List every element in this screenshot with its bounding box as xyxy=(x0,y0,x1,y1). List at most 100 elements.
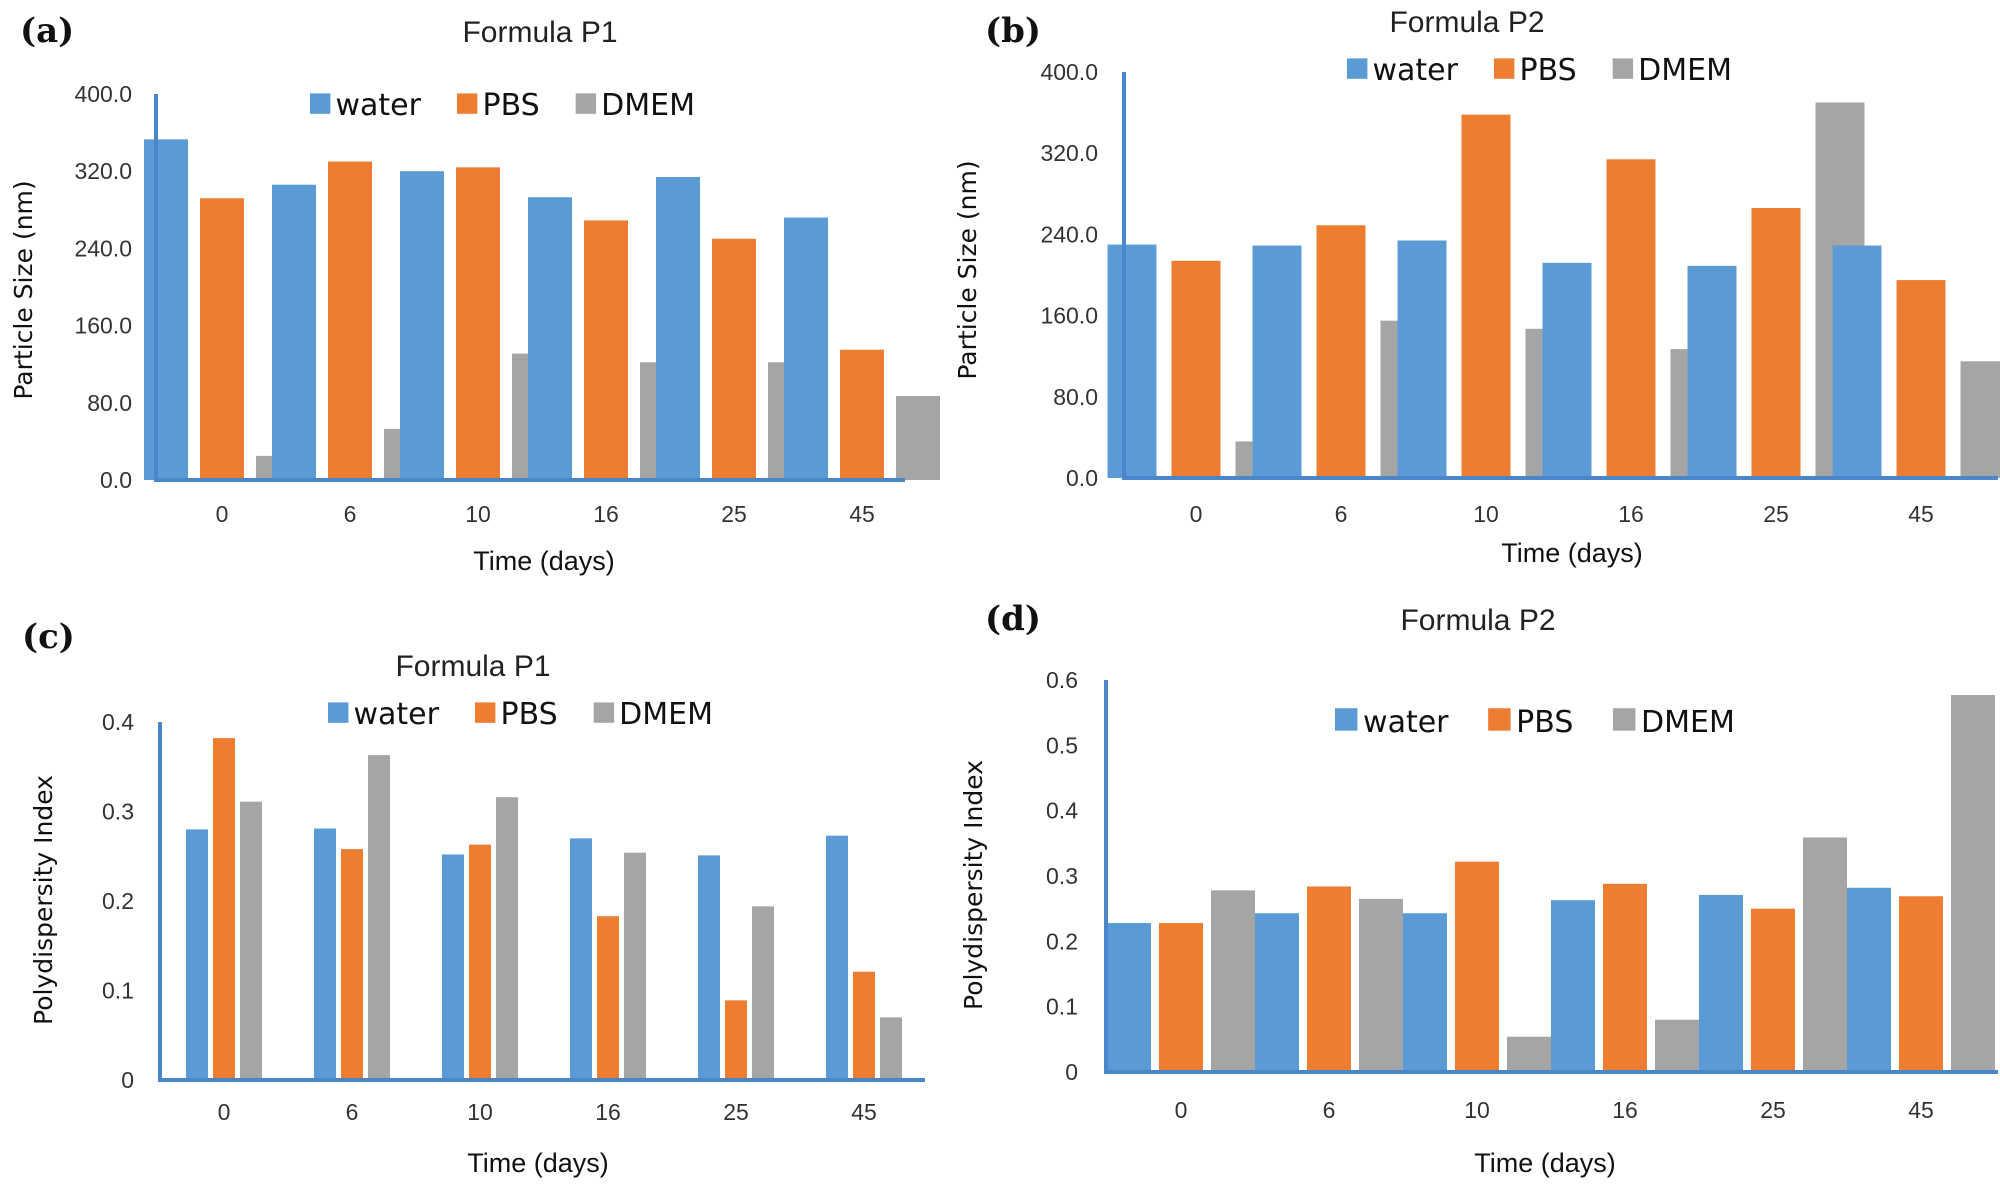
x-tick-label: 16 xyxy=(595,1099,621,1125)
bar-water-day-6 xyxy=(1255,913,1299,1072)
x-tick-label: 6 xyxy=(1323,1097,1336,1123)
legend-swatch-dmem xyxy=(593,702,615,723)
y-tick-label: 0.2 xyxy=(1046,928,1078,954)
bar-pbs-day-16 xyxy=(1603,883,1647,1072)
chart-panel-d: (d) Formula P2 Polydispersity Index 0 0.1 0.2… xyxy=(959,599,1998,1178)
bar-water-day-10 xyxy=(1403,913,1447,1072)
legend-label-dmem: DMEM xyxy=(1641,705,1735,740)
x-tick-label: 25 xyxy=(1760,1097,1786,1123)
chart-title: Formula P1 xyxy=(462,16,617,49)
bar-water-day-25 xyxy=(1687,265,1737,478)
legend-label-water: water xyxy=(1363,705,1449,740)
y-tick-label: 0 xyxy=(121,1067,134,1093)
bar-pbs-day-10 xyxy=(1455,861,1499,1072)
x-tick-label: 6 xyxy=(346,1099,359,1125)
bar-water-day-25 xyxy=(698,855,720,1080)
bar-water-day-16 xyxy=(570,838,592,1080)
y-tick-label: 400.0 xyxy=(74,81,132,107)
legend-swatch-pbs xyxy=(1493,58,1515,79)
bar-pbs-day-45 xyxy=(853,971,875,1080)
y-tick-label: 80.0 xyxy=(87,390,132,416)
x-axis-label: Time (days) xyxy=(473,546,615,576)
bar-water-day-10 xyxy=(442,854,464,1080)
y-tick-label: 0.0 xyxy=(1066,465,1098,491)
x-tick-label: 10 xyxy=(1464,1097,1490,1123)
bar-dmem-day-45 xyxy=(1951,695,1995,1072)
y-tick-label: 240.0 xyxy=(74,235,132,261)
x-tick-label: 25 xyxy=(1763,501,1789,527)
bar-water-day-45 xyxy=(784,217,828,480)
x-tick-label: 25 xyxy=(721,501,747,527)
legend-label-water: water xyxy=(336,88,422,123)
bar-dmem-day-10 xyxy=(496,797,518,1080)
legend-label-water: water xyxy=(354,697,440,732)
bar-pbs-day-0 xyxy=(213,738,235,1080)
legend: water PBS DMEM xyxy=(310,88,695,123)
x-tick-label: 10 xyxy=(467,1099,493,1125)
bar-dmem-day-10 xyxy=(1507,1036,1551,1072)
bar-pbs-day-25 xyxy=(725,1000,747,1080)
legend-label-water: water xyxy=(1373,53,1459,88)
bar-pbs-day-45 xyxy=(1896,280,1946,478)
x-tick-label: 6 xyxy=(344,501,357,527)
legend-swatch-dmem xyxy=(575,93,597,114)
bar-water-day-0 xyxy=(1107,244,1157,478)
legend-label-dmem: DMEM xyxy=(601,88,695,123)
x-tick-label: 45 xyxy=(849,501,875,527)
bar-dmem-day-0 xyxy=(240,801,262,1080)
x-tick-label: 10 xyxy=(465,501,491,527)
x-axis-label: Time (days) xyxy=(467,1148,609,1178)
y-tick-label: 0.4 xyxy=(102,709,134,735)
bar-pbs-day-0 xyxy=(1159,923,1203,1072)
bar-dmem-day-25 xyxy=(752,906,774,1080)
legend: water PBS DMEM xyxy=(1335,705,1735,740)
bar-water-day-16 xyxy=(1542,262,1592,478)
y-tick-label: 0.6 xyxy=(1046,667,1078,693)
y-tick-label: 160.0 xyxy=(1040,303,1098,329)
legend-swatch-dmem xyxy=(1612,58,1634,79)
x-tick-label: 25 xyxy=(723,1099,749,1125)
bar-water-day-0 xyxy=(144,139,188,481)
y-tick-label: 0.5 xyxy=(1046,732,1078,758)
chart-title: Formula P2 xyxy=(1389,6,1544,39)
bar-dmem-day-45 xyxy=(880,1017,902,1080)
bar-dmem-day-25 xyxy=(1803,837,1847,1072)
bar-water-day-45 xyxy=(826,835,848,1080)
bar-pbs-day-25 xyxy=(1751,208,1801,478)
y-tick-label: 0.0 xyxy=(100,467,132,493)
chart-title: Formula P2 xyxy=(1400,604,1555,637)
bar-pbs-day-10 xyxy=(469,844,491,1080)
y-tick-label: 0.4 xyxy=(1046,798,1078,824)
bar-dmem-day-16 xyxy=(1655,1019,1699,1072)
bar-water-day-16 xyxy=(1551,900,1595,1072)
bar-pbs-day-25 xyxy=(1751,908,1795,1072)
bar-pbs-day-45 xyxy=(1899,896,1943,1072)
legend-label-pbs: PBS xyxy=(1519,53,1576,88)
legend: water PBS DMEM xyxy=(328,697,713,732)
bar-water-day-6 xyxy=(1252,245,1302,478)
y-axis-label: Particle Size (nm) xyxy=(9,180,38,399)
x-tick-label: 16 xyxy=(593,501,619,527)
legend-swatch-pbs xyxy=(474,702,496,723)
y-tick-label: 0.3 xyxy=(1046,863,1078,889)
bar-pbs-day-0 xyxy=(1171,260,1221,478)
bar-water-day-0 xyxy=(186,829,208,1080)
bar-water-day-45 xyxy=(1832,245,1882,478)
x-tick-label: 6 xyxy=(1335,501,1348,527)
panel-letter: (a) xyxy=(20,11,74,51)
chart-panel-c: (c) Formula P1 Polydispersity Index 0 0.1 0.2… xyxy=(22,617,925,1178)
x-tick-label: 45 xyxy=(1908,1097,1934,1123)
chart-title: Formula P1 xyxy=(395,650,550,683)
bar-pbs-day-6 xyxy=(341,849,363,1080)
bar-water-day-10 xyxy=(1397,240,1447,478)
bar-pbs-day-6 xyxy=(1316,225,1366,478)
y-tick-label: 320.0 xyxy=(74,158,132,184)
y-tick-label: 400.0 xyxy=(1040,59,1098,85)
x-tick-label: 10 xyxy=(1473,501,1499,527)
bar-pbs-day-16 xyxy=(1606,159,1656,479)
bar-water-day-45 xyxy=(1847,887,1891,1072)
panel-letter: (b) xyxy=(985,11,1041,51)
bar-pbs-day-45 xyxy=(840,349,884,480)
bar-water-day-25 xyxy=(656,176,700,481)
y-tick-label: 0.2 xyxy=(102,888,134,914)
